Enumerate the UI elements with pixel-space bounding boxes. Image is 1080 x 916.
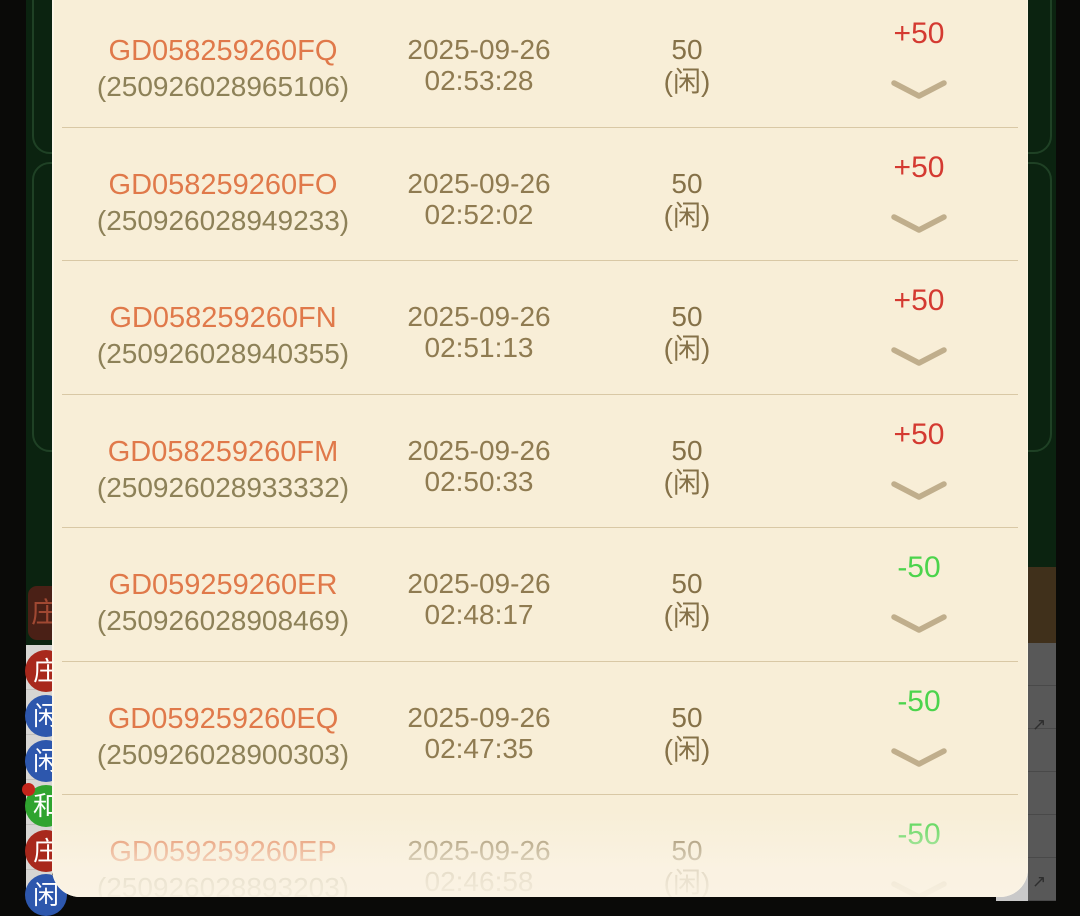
bet-time: 02:48:17 bbox=[424, 599, 534, 630]
bet-side: (闲) bbox=[663, 600, 711, 631]
table-rail-right bbox=[1028, 567, 1056, 643]
chevron-down-icon[interactable] bbox=[891, 747, 947, 768]
bet-datetime: 2025-09-26 02:48:17 bbox=[394, 528, 564, 662]
game-id: GD059259260EQ bbox=[107, 702, 339, 735]
bet-amount: 50 bbox=[671, 434, 703, 466]
bet-time: 02:46:58 bbox=[424, 866, 534, 897]
bet-side: (闲) bbox=[663, 199, 711, 231]
result-amount: +50 bbox=[893, 17, 945, 50]
road-marker-icon: ↗ bbox=[1032, 715, 1047, 734]
road-marker-icon: ↗ bbox=[1032, 872, 1047, 891]
bet-info: 50 (闲) bbox=[564, 395, 810, 529]
bet-info: 50 (闲) bbox=[564, 528, 810, 662]
bet-date: 2025-09-26 bbox=[407, 167, 551, 199]
game-id: GD058259260FQ bbox=[108, 35, 338, 67]
history-row[interactable]: GD059259260EQ (250926028900303) 2025-09-… bbox=[52, 662, 1028, 796]
bet-info: 50 (闲) bbox=[564, 0, 810, 128]
chevron-down-icon[interactable] bbox=[891, 213, 947, 234]
history-row[interactable]: GD058259260FO (250926028949233) 2025-09-… bbox=[52, 128, 1028, 262]
bet-datetime: 2025-09-26 02:53:28 bbox=[394, 0, 564, 128]
bet-amount: 50 bbox=[671, 835, 703, 866]
result-amount: +50 bbox=[893, 284, 945, 317]
result-amount: +50 bbox=[893, 417, 945, 451]
bet-datetime: 2025-09-26 02:50:33 bbox=[394, 395, 564, 529]
screen-letterbox-left bbox=[0, 0, 26, 901]
serial-number: (250926028949233) bbox=[96, 204, 350, 236]
bet-history-panel: GD058259260FQ (250926028965106) 2025-09-… bbox=[52, 0, 1028, 897]
bet-time: 02:52:02 bbox=[424, 198, 534, 230]
history-row[interactable]: GD059259260EP (250926028893203) 2025-09-… bbox=[52, 795, 1028, 897]
bet-side: (闲) bbox=[663, 733, 711, 765]
bet-date: 2025-09-26 bbox=[407, 568, 551, 599]
game-id: GD058259260FN bbox=[109, 302, 337, 334]
history-row[interactable]: GD058259260FQ (250926028965106) 2025-09-… bbox=[52, 0, 1028, 128]
bet-amount: 50 bbox=[671, 34, 703, 65]
history-row[interactable]: GD058259260FN (250926028940355) 2025-09-… bbox=[52, 261, 1028, 395]
bet-date: 2025-09-26 bbox=[407, 701, 551, 733]
chevron-down-icon[interactable] bbox=[891, 480, 947, 501]
road-grid-strip bbox=[1028, 643, 1056, 901]
serial-number: (250926028940355) bbox=[96, 338, 350, 369]
bet-time: 02:51:13 bbox=[424, 332, 534, 363]
bet-side: (闲) bbox=[663, 333, 711, 364]
bet-datetime: 2025-09-26 02:51:13 bbox=[394, 261, 564, 395]
bet-datetime: 2025-09-26 02:47:35 bbox=[394, 662, 564, 796]
serial-number: (250926028908469) bbox=[96, 605, 350, 636]
bet-time: 02:53:28 bbox=[424, 65, 534, 96]
result-amount: -50 bbox=[897, 684, 941, 718]
bet-time: 02:47:35 bbox=[424, 732, 534, 764]
bet-date: 2025-09-26 bbox=[407, 835, 551, 866]
bet-date: 2025-09-26 bbox=[407, 34, 551, 65]
game-id: GD059259260ER bbox=[108, 569, 338, 601]
bet-amount: 50 bbox=[671, 301, 703, 332]
serial-number: (250926028900303) bbox=[96, 738, 350, 770]
table-felt-left bbox=[26, 0, 52, 645]
bet-amount: 50 bbox=[671, 701, 703, 733]
game-id: GD059259260EP bbox=[109, 836, 337, 868]
serial-number: (250926028893203) bbox=[96, 872, 350, 897]
bet-side: (闲) bbox=[663, 66, 711, 97]
bet-side: (闲) bbox=[663, 867, 711, 897]
bet-datetime: 2025-09-26 02:46:58 bbox=[394, 795, 564, 897]
serial-number: (250926028965106) bbox=[96, 71, 350, 102]
bet-amount: 50 bbox=[671, 167, 703, 199]
history-row[interactable]: GD058259260FM (250926028933332) 2025-09-… bbox=[52, 395, 1028, 529]
bet-info: 50 (闲) bbox=[564, 662, 810, 796]
bet-datetime: 2025-09-26 02:52:02 bbox=[394, 128, 564, 262]
bet-info: 50 (闲) bbox=[564, 261, 810, 395]
bet-time: 02:50:33 bbox=[424, 465, 534, 497]
bet-info: 50 (闲) bbox=[564, 128, 810, 262]
serial-number: (250926028933332) bbox=[96, 471, 350, 503]
result-amount: -50 bbox=[897, 551, 941, 584]
chevron-down-icon[interactable] bbox=[891, 80, 947, 100]
chevron-down-icon[interactable] bbox=[891, 614, 947, 634]
screen-letterbox-right bbox=[1056, 0, 1080, 901]
game-id: GD058259260FO bbox=[108, 168, 338, 201]
game-id: GD058259260FM bbox=[107, 435, 339, 468]
chevron-down-icon[interactable] bbox=[891, 347, 947, 367]
bet-date: 2025-09-26 bbox=[407, 434, 551, 466]
result-amount: -50 bbox=[897, 818, 941, 851]
bet-side: (闲) bbox=[663, 466, 711, 498]
result-amount: +50 bbox=[893, 150, 945, 184]
pair-dot-icon bbox=[22, 783, 35, 796]
chevron-down-icon[interactable] bbox=[891, 881, 947, 897]
bet-info: 50 (闲) bbox=[564, 795, 810, 897]
bet-amount: 50 bbox=[671, 568, 703, 599]
history-row[interactable]: GD059259260ER (250926028908469) 2025-09-… bbox=[52, 528, 1028, 662]
bet-date: 2025-09-26 bbox=[407, 301, 551, 332]
